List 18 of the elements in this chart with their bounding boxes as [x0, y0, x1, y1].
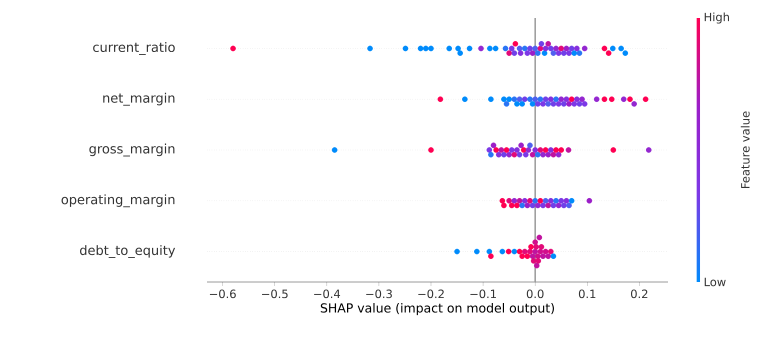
x-tick-label: 0.0: [526, 290, 544, 298]
x-axis-title: SHAP value (impact on model output): [320, 303, 554, 316]
y-tick-label: debt_to_equity: [80, 245, 176, 258]
x-tick-label: −0.6: [210, 290, 236, 298]
text: High: [704, 12, 729, 24]
y-tick-label: operating_margin: [62, 194, 174, 208]
x-tick-label: −0.4: [314, 290, 340, 298]
x-tick-label: 0.2: [631, 290, 648, 298]
x-tick-label: −0.1: [470, 290, 496, 298]
y-tick-label: gross_margin: [89, 144, 174, 156]
x-tick-label: 0.1: [578, 290, 596, 298]
text: Low: [704, 278, 726, 286]
x-tick-label: −0.2: [418, 290, 444, 298]
color-bar-title: Feature value: [740, 111, 750, 188]
x-tick-label: −0.3: [366, 290, 392, 298]
y-tick-label: net_margin: [103, 92, 174, 106]
y-tick-label: current_ratio: [93, 42, 175, 55]
x-tick-label: −0.5: [262, 290, 288, 298]
